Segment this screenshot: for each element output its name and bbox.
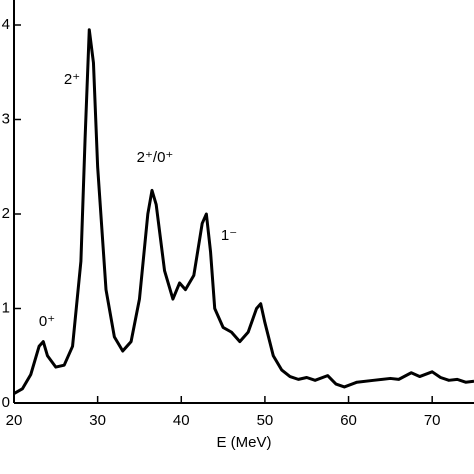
y-tick-label: 0 [2,394,10,411]
y-tick-label: 1 [2,299,10,316]
x-tick-label: 20 [6,412,23,429]
annotation: 2⁺/0⁺ [137,149,174,166]
x-axis-label: E (MeV) [216,434,271,451]
y-tick-label: 4 [2,16,10,33]
x-tick-label: 30 [89,412,106,429]
x-tick-label: 40 [173,412,190,429]
annotation: 2⁺ [64,71,80,88]
annotation: 1⁻ [221,227,237,244]
x-tick-label: 70 [424,412,441,429]
y-tick-label: 2 [2,205,10,222]
y-tick-label: 3 [2,110,10,127]
x-tick-label: 50 [257,412,274,429]
x-tick-label: 60 [340,412,357,429]
annotation: 0⁺ [39,313,55,330]
data-line [13,28,474,395]
